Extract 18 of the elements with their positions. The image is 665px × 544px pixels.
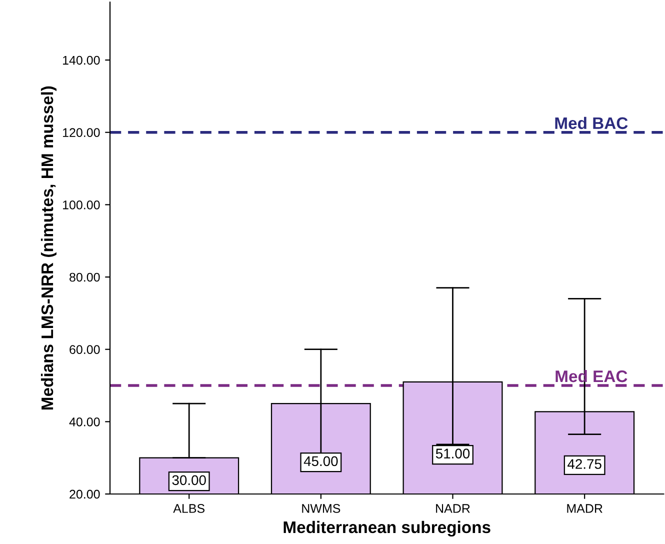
y-tick-label: 140.00 xyxy=(63,56,100,65)
ref-line-label: Med BAC xyxy=(555,116,628,130)
y-tick-label: 80.00 xyxy=(70,272,100,282)
y-tick-label: 100.00 xyxy=(63,200,100,210)
y-tick-label: 120.00 xyxy=(63,128,100,138)
data-label: 45.00 xyxy=(304,456,338,466)
x-tick-label: NADR xyxy=(436,504,470,513)
data-label: 51.00 xyxy=(436,448,470,458)
y-tick-label: 40.00 xyxy=(69,417,100,426)
y-tick-label: 60.00 xyxy=(70,345,100,354)
y-tick-label: 20.00 xyxy=(70,490,100,499)
x-tick-label: NWMS xyxy=(302,504,340,513)
data-label: 42.75 xyxy=(568,459,602,469)
x-tick-label: MADR xyxy=(567,504,602,513)
y-axis-title: Medians LMS-NRR (nimutes, HM mussel) xyxy=(40,86,56,410)
x-axis-title: Mediterranean subregions xyxy=(284,520,490,537)
x-tick-label: ALBS xyxy=(173,504,205,513)
data-label: 30.00 xyxy=(172,475,206,486)
